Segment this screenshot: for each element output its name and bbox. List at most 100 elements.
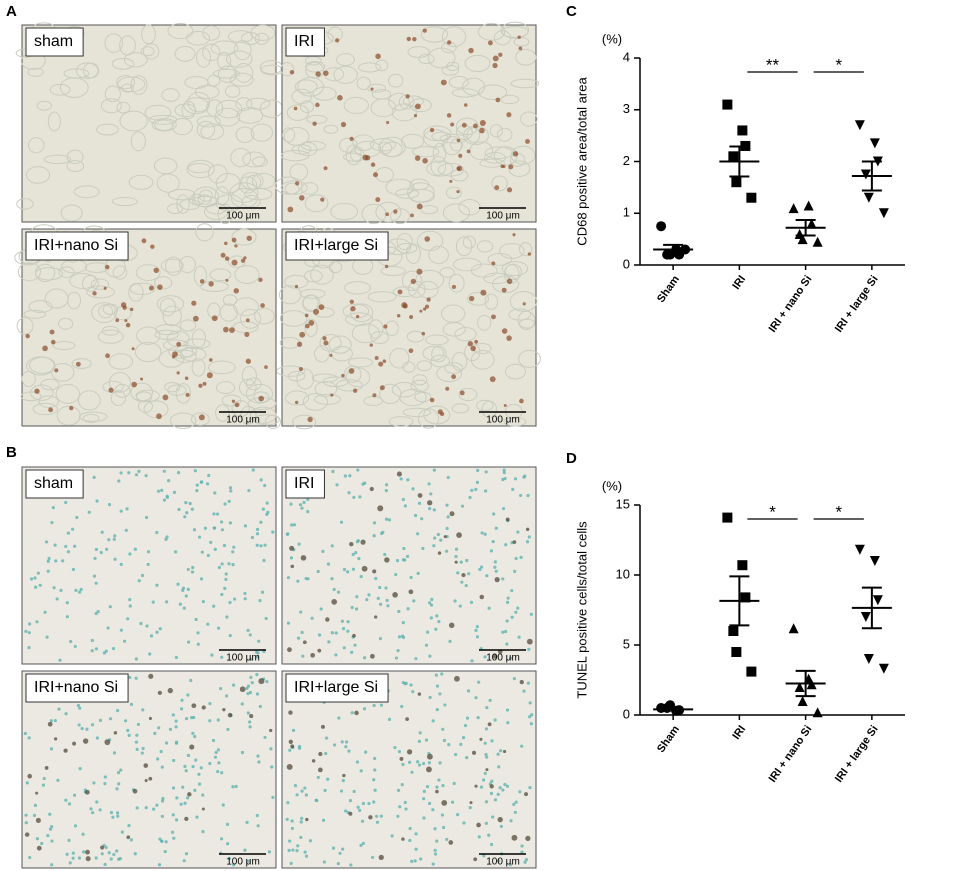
- nucleus: [375, 814, 379, 818]
- tissue-texture: [297, 141, 318, 157]
- stain: [378, 361, 384, 367]
- tissue-texture: [423, 405, 451, 425]
- nucleus: [432, 468, 436, 472]
- tissue-texture: [300, 140, 326, 151]
- nucleus: [175, 796, 179, 800]
- nucleus: [497, 765, 501, 769]
- tissue-texture: [244, 187, 273, 201]
- stain: [224, 256, 230, 261]
- nucleus: [182, 606, 186, 610]
- stain: [288, 710, 293, 715]
- tissue-texture: [464, 54, 491, 73]
- nucleus: [48, 812, 52, 816]
- stain: [320, 724, 325, 729]
- tissue-texture: [30, 384, 54, 401]
- x-tick-label: IRI: [730, 274, 748, 292]
- nucleus: [301, 654, 305, 658]
- tissue-texture: [510, 78, 540, 89]
- nucleus: [428, 601, 432, 605]
- stain: [318, 751, 323, 757]
- tissue-texture: [370, 331, 389, 345]
- nucleus: [422, 761, 426, 766]
- nucleus: [460, 580, 464, 584]
- nucleus: [133, 547, 137, 551]
- stain: [54, 368, 59, 373]
- nucleus: [263, 735, 267, 740]
- nucleus: [216, 748, 221, 752]
- nucleus: [456, 571, 460, 575]
- tissue-texture: [519, 318, 536, 329]
- nucleus: [250, 681, 254, 685]
- nucleus: [183, 515, 187, 519]
- stain: [294, 181, 300, 186]
- nucleus: [289, 861, 293, 865]
- stain: [375, 53, 381, 60]
- nucleus: [161, 799, 165, 803]
- nucleus: [197, 535, 202, 539]
- image-label: IRI+nano Si: [34, 679, 118, 696]
- stain: [413, 114, 418, 118]
- nucleus: [401, 634, 405, 638]
- stain: [459, 390, 465, 396]
- micrograph: [21, 670, 277, 869]
- stain: [349, 136, 354, 142]
- nucleus: [249, 657, 253, 661]
- nucleus: [33, 576, 37, 580]
- data-point: [812, 236, 823, 247]
- nucleus: [56, 778, 60, 782]
- nucleus: [324, 751, 328, 756]
- tissue-texture: [167, 22, 194, 40]
- stain: [485, 768, 489, 772]
- nucleus: [373, 788, 377, 792]
- tissue-texture: [518, 349, 541, 368]
- nucleus: [94, 581, 98, 585]
- nucleus: [433, 848, 437, 852]
- nucleus: [25, 781, 29, 785]
- stain: [473, 123, 478, 129]
- tissue-texture: [215, 381, 236, 395]
- stain: [85, 856, 91, 862]
- image-label: IRI+nano Si: [34, 237, 118, 254]
- nucleus: [383, 552, 387, 557]
- tissue-texture: [229, 72, 254, 87]
- nucleus: [90, 638, 94, 643]
- nucleus: [125, 507, 129, 511]
- tissue-texture: [451, 88, 479, 98]
- stain: [518, 46, 523, 51]
- nucleus: [483, 771, 487, 775]
- tissue-texture: [219, 303, 238, 322]
- nucleus: [337, 716, 341, 720]
- nucleus: [458, 604, 462, 608]
- nucleus: [444, 549, 449, 553]
- nucleus: [295, 849, 299, 853]
- nucleus: [192, 528, 197, 532]
- stain: [231, 259, 238, 266]
- stain: [103, 286, 107, 290]
- nucleus: [480, 531, 484, 535]
- label-box: [285, 27, 325, 57]
- stain: [501, 287, 507, 293]
- nucleus: [243, 848, 247, 852]
- nucleus: [340, 619, 344, 623]
- tissue-texture: [322, 376, 349, 388]
- nucleus: [94, 547, 98, 552]
- nucleus: [527, 535, 531, 539]
- nucleus: [44, 540, 49, 544]
- nucleus: [172, 836, 176, 840]
- nucleus: [286, 621, 291, 625]
- stain: [448, 840, 454, 845]
- stain: [293, 106, 298, 111]
- nucleus: [441, 727, 445, 731]
- nucleus: [439, 538, 443, 542]
- significance-label: *: [769, 502, 776, 521]
- stain: [75, 361, 81, 367]
- stain: [408, 589, 414, 595]
- stain: [502, 165, 506, 169]
- nucleus: [466, 689, 471, 693]
- nucleus: [321, 549, 325, 553]
- tissue-texture: [496, 127, 513, 142]
- nucleus: [119, 768, 123, 772]
- nucleus: [506, 596, 510, 600]
- nucleus: [394, 572, 398, 577]
- nucleus: [194, 617, 198, 622]
